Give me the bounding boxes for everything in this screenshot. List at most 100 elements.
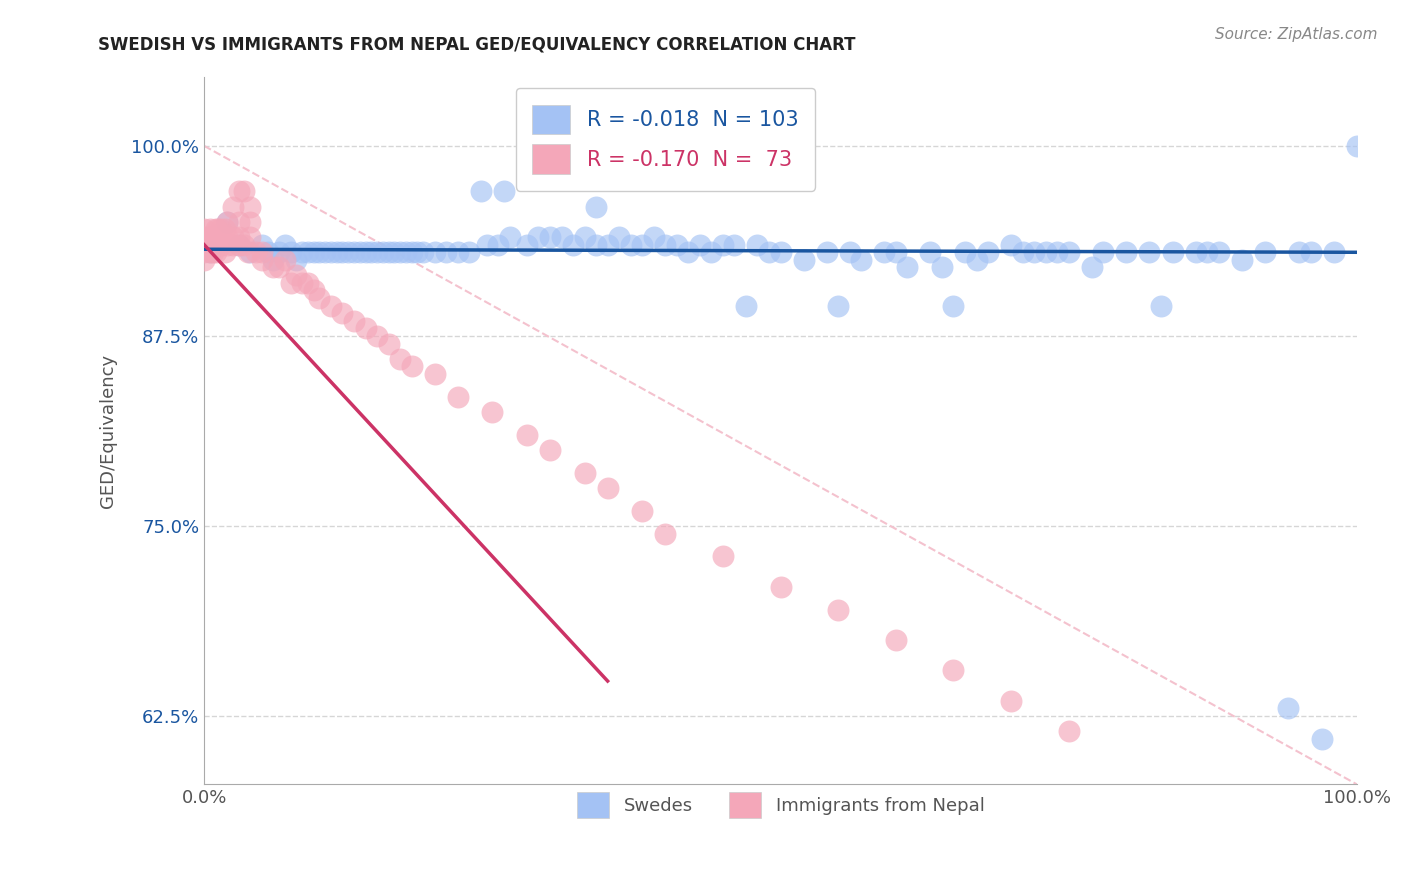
- Point: [851, 252, 873, 267]
- Point: [217, 230, 239, 244]
- Point: [1024, 245, 1046, 260]
- Point: [1150, 298, 1173, 312]
- Point: [631, 237, 654, 252]
- Point: [596, 481, 619, 495]
- Point: [1035, 245, 1057, 260]
- Point: [527, 230, 550, 244]
- Point: [827, 602, 849, 616]
- Point: [654, 526, 676, 541]
- Point: [239, 230, 262, 244]
- Point: [314, 245, 336, 260]
- Point: [354, 321, 377, 335]
- Point: [236, 245, 259, 260]
- Point: [470, 185, 492, 199]
- Text: SWEDISH VS IMMIGRANTS FROM NEPAL GED/EQUIVALENCY CORRELATION CHART: SWEDISH VS IMMIGRANTS FROM NEPAL GED/EQU…: [98, 36, 856, 54]
- Point: [193, 252, 215, 267]
- Point: [239, 215, 262, 229]
- Point: [585, 200, 607, 214]
- Point: [217, 237, 239, 252]
- Point: [643, 230, 665, 244]
- Point: [953, 245, 976, 260]
- Point: [285, 252, 308, 267]
- Point: [896, 260, 918, 275]
- Point: [267, 260, 290, 275]
- Point: [1000, 237, 1022, 252]
- Point: [332, 245, 354, 260]
- Point: [228, 230, 250, 244]
- Point: [285, 268, 308, 282]
- Point: [343, 245, 366, 260]
- Point: [942, 664, 965, 678]
- Point: [1197, 245, 1219, 260]
- Point: [1161, 245, 1184, 260]
- Point: [382, 245, 405, 260]
- Point: [1081, 260, 1104, 275]
- Point: [209, 230, 232, 244]
- Point: [1184, 245, 1206, 260]
- Point: [447, 245, 470, 260]
- Point: [222, 200, 245, 214]
- Point: [280, 276, 302, 290]
- Point: [193, 230, 215, 244]
- Point: [486, 237, 509, 252]
- Point: [308, 245, 330, 260]
- Point: [1299, 245, 1322, 260]
- Point: [319, 245, 342, 260]
- Point: [239, 200, 262, 214]
- Point: [198, 222, 221, 236]
- Point: [262, 260, 284, 275]
- Text: Source: ZipAtlas.com: Source: ZipAtlas.com: [1215, 27, 1378, 42]
- Point: [1346, 139, 1368, 153]
- Point: [228, 237, 250, 252]
- Point: [193, 245, 215, 260]
- Point: [319, 298, 342, 312]
- Point: [1323, 245, 1346, 260]
- Point: [1011, 245, 1033, 260]
- Point: [217, 215, 239, 229]
- Point: [458, 245, 481, 260]
- Point: [337, 245, 360, 260]
- Point: [815, 245, 838, 260]
- Point: [207, 237, 229, 252]
- Point: [574, 230, 596, 244]
- Point: [377, 245, 399, 260]
- Point: [291, 245, 314, 260]
- Point: [711, 237, 734, 252]
- Point: [198, 230, 221, 244]
- Point: [1288, 245, 1310, 260]
- Point: [228, 237, 250, 252]
- Point: [377, 336, 399, 351]
- Point: [434, 245, 457, 260]
- Point: [239, 245, 262, 260]
- Point: [228, 215, 250, 229]
- Point: [678, 245, 700, 260]
- Point: [607, 230, 630, 244]
- Point: [1230, 252, 1253, 267]
- Point: [423, 245, 446, 260]
- Point: [793, 252, 815, 267]
- Point: [538, 442, 561, 457]
- Point: [620, 237, 643, 252]
- Point: [1277, 701, 1299, 715]
- Point: [631, 504, 654, 518]
- Point: [574, 466, 596, 480]
- Point: [222, 237, 245, 252]
- Point: [233, 185, 256, 199]
- Point: [700, 245, 723, 260]
- Point: [360, 245, 382, 260]
- Point: [198, 245, 221, 260]
- Point: [274, 252, 297, 267]
- Point: [1139, 245, 1161, 260]
- Point: [193, 222, 215, 236]
- Point: [498, 230, 520, 244]
- Y-axis label: GED/Equivalency: GED/Equivalency: [100, 354, 117, 508]
- Point: [389, 245, 412, 260]
- Point: [395, 245, 418, 260]
- Point: [209, 222, 232, 236]
- Point: [827, 298, 849, 312]
- Point: [325, 245, 347, 260]
- Point: [516, 237, 538, 252]
- Point: [769, 245, 792, 260]
- Point: [966, 252, 988, 267]
- Point: [516, 427, 538, 442]
